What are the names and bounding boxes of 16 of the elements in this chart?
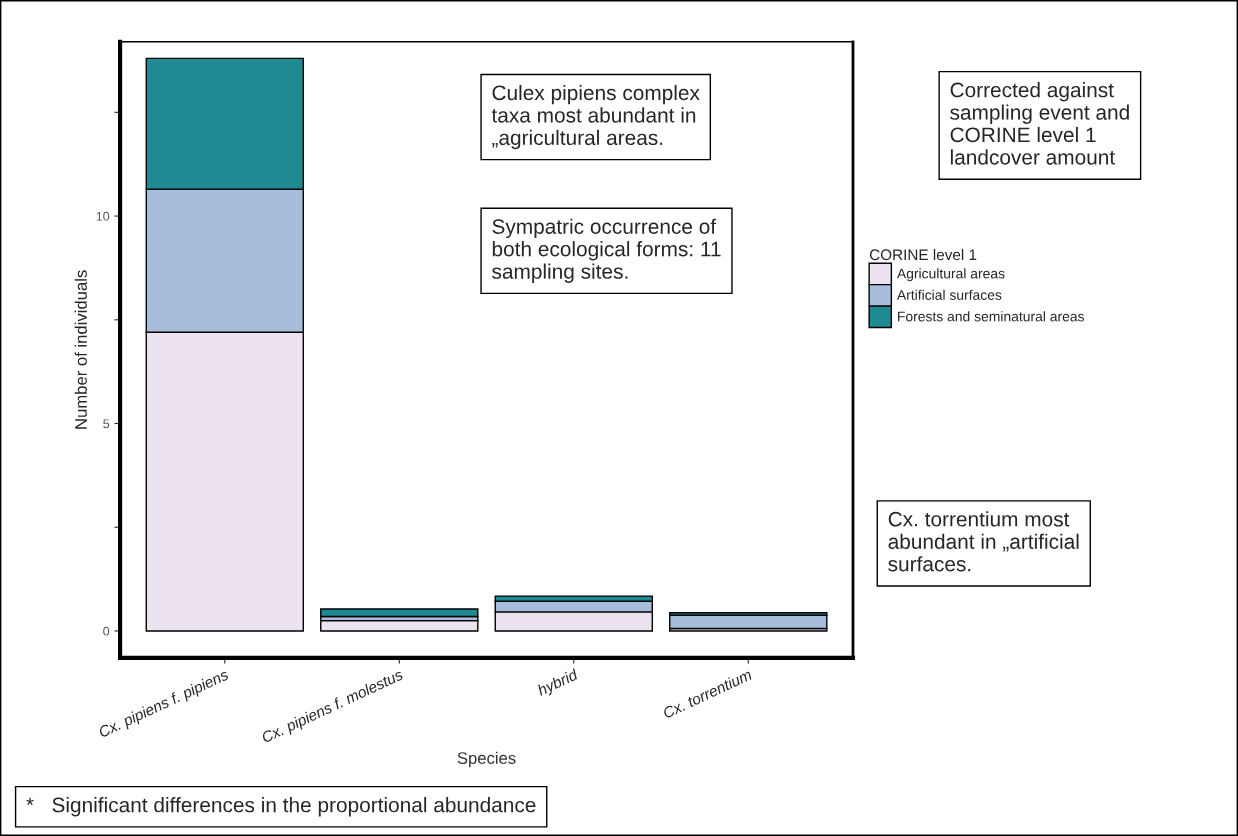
y-tick-label: 10 — [96, 211, 110, 221]
bar — [320, 608, 479, 618]
x-axis-title: Species — [457, 751, 516, 768]
legend-title: CORINE level 1 — [869, 248, 977, 261]
legend-label: Artificial surfaces — [896, 289, 1002, 300]
text: Cx. torrentium most abundant in „artificial surfaces. — [888, 511, 1079, 572]
annotation: Culex pipiens complex taxa most abundant in „agricultural areas. — [491, 84, 700, 150]
y-tick-label: 0 — [103, 626, 110, 636]
text: Corrected against sampling event and CORINE level 1 landcover amount — [950, 82, 1129, 165]
y-tick-label: 5 — [103, 419, 110, 429]
legend-label: Agricultural areas — [896, 268, 1005, 282]
y-axis-title: Number of individuals — [74, 270, 87, 429]
legend-label: Forests and seminatural areas — [898, 311, 1085, 322]
annotation: Sympatric occurrence of both ecological forms: 11 sampling sites. — [492, 218, 721, 283]
text: * Significant differences in the proportional abundance — [26, 797, 536, 817]
bar — [320, 619, 479, 632]
